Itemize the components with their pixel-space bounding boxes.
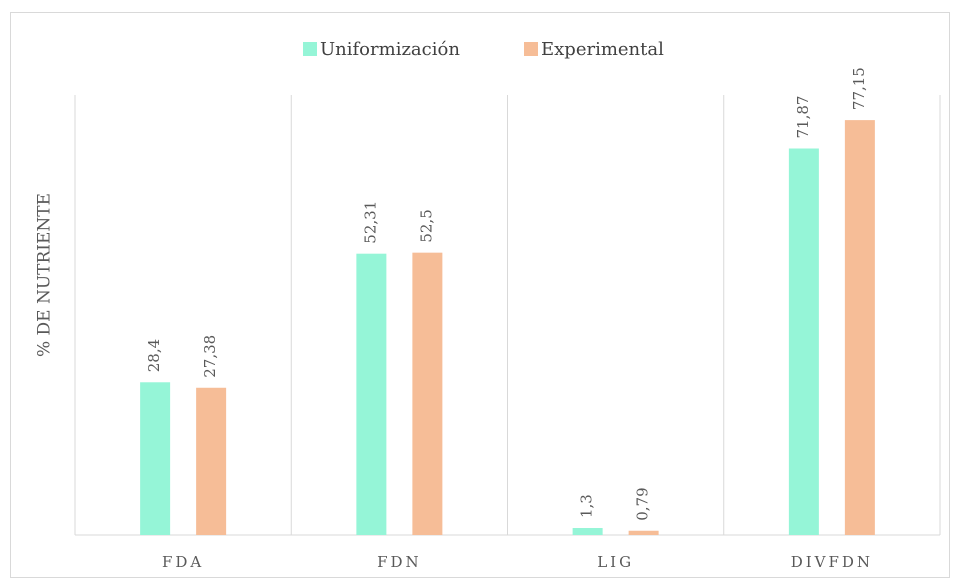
x-tick-label: FDA: [162, 553, 204, 571]
x-tick-label: LIG: [597, 553, 634, 571]
y-axis-label: % DE NUTRIENTE: [35, 193, 55, 357]
bar: [356, 253, 387, 535]
legend-swatch: [303, 42, 317, 56]
data-label: 52,31: [361, 201, 379, 244]
data-label: 1,3: [578, 494, 596, 518]
bar: [196, 387, 227, 535]
data-label: 71,87: [794, 96, 812, 139]
data-label: 52,5: [417, 209, 435, 242]
bar: [412, 252, 443, 535]
bar: [628, 530, 659, 535]
legend-label: Experimental: [541, 39, 664, 60]
bar: [788, 148, 819, 535]
legend-swatch: [524, 42, 538, 56]
data-label: 77,15: [850, 67, 868, 110]
bar: [572, 528, 603, 535]
data-label: 0,79: [634, 487, 652, 520]
bar: [844, 120, 875, 536]
bar: [140, 382, 171, 535]
x-tick-label: DIVFDN: [791, 553, 873, 571]
legend-label: Uniformización: [320, 39, 460, 60]
data-label: 27,38: [201, 335, 219, 378]
x-tick-label: FDN: [377, 553, 422, 571]
data-label: 28,4: [145, 339, 163, 372]
